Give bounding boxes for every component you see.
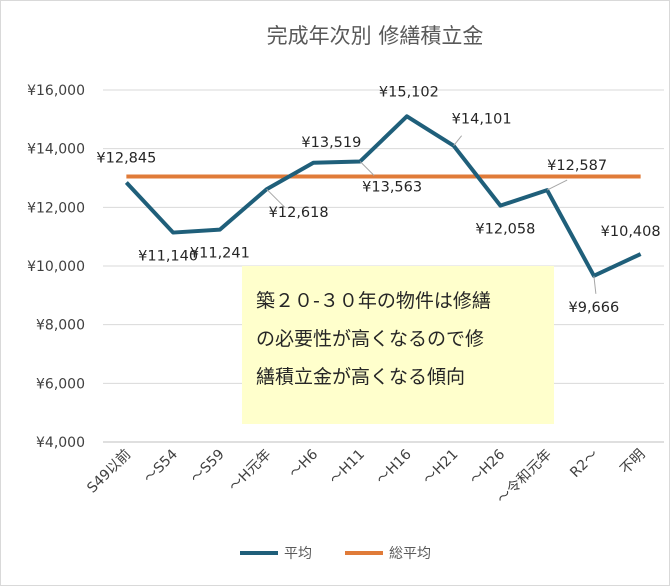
legend-label-average: 平均 <box>284 546 312 562</box>
x-tick-label: ～S54 <box>141 446 181 486</box>
data-label: ¥15,102 <box>379 84 439 100</box>
data-label-leader <box>266 188 285 208</box>
chart-title: 完成年次別 修繕積立金 <box>267 24 484 48</box>
data-label: ¥12,058 <box>475 222 535 238</box>
annotation-box: 築２０-３０年の物件は修繕 の必要性が高くなるので修 繕積立金が高くなる傾向 <box>242 266 554 424</box>
y-tick-label: ¥14,000 <box>27 142 85 158</box>
data-label-leader <box>546 179 568 191</box>
data-label-leader <box>453 135 463 147</box>
legend-label-overall-average: 総平均 <box>389 546 431 562</box>
y-tick-label: ¥4,000 <box>36 435 85 451</box>
x-tick-label: ～H21 <box>420 447 461 488</box>
x-tick-label: ～H元年 <box>226 447 274 495</box>
x-tick-label: ～H16 <box>373 446 414 487</box>
data-label: ¥12,845 <box>96 151 156 167</box>
x-tick-label: R2～ <box>567 447 601 481</box>
y-tick-label: ¥10,000 <box>27 259 85 275</box>
data-label-leader <box>359 161 375 176</box>
data-label: ¥12,587 <box>547 158 607 174</box>
x-tick-label: S49以前 <box>84 446 135 497</box>
data-label: ¥9,666 <box>569 300 620 316</box>
data-label: ¥13,519 <box>301 135 361 151</box>
x-axis-ticks: S49以前 ～S54 ～S59～H元年 ～H6 ～H11 ～H16 ～H21 ～H26～令和元… <box>84 446 649 508</box>
data-label: ¥11,140 <box>138 249 198 265</box>
x-tick-label: 不明 <box>617 447 648 478</box>
x-tick-label: ～H26 <box>467 446 508 487</box>
y-tick-label: ¥16,000 <box>27 83 85 99</box>
data-label: ¥10,408 <box>601 224 661 240</box>
x-tick-label: ～H6 <box>286 446 321 481</box>
legend: 平均 総平均 <box>240 546 431 562</box>
y-axis-ticks: ¥4,000 ¥6,000 ¥8,000 ¥10,000 ¥12,000 ¥14,000 ¥… <box>27 83 85 451</box>
data-label-leader <box>593 275 597 294</box>
annotation-line-3: 繕積立金が高くなる傾向 <box>256 366 466 388</box>
x-tick-label: ～S59 <box>188 447 228 487</box>
data-label: ¥12,618 <box>269 205 329 221</box>
y-tick-label: ¥8,000 <box>36 318 85 334</box>
label-leader-lines <box>266 135 597 294</box>
y-tick-label: ¥12,000 <box>27 200 85 216</box>
series-line-average <box>124 114 642 278</box>
data-labels: ¥12,845 ¥11,140¥11,241 ¥12,618 ¥13,519 ¥13,5… <box>96 84 660 315</box>
y-tick-label: ¥6,000 <box>36 376 85 392</box>
annotation-line-2: の必要性が高くなるので修 <box>256 328 485 350</box>
data-label: ¥11,241 <box>190 246 250 262</box>
series-group <box>124 114 642 278</box>
annotation-line-1: 築２０-３０年の物件は修繕 <box>256 290 491 312</box>
data-label: ¥13,563 <box>362 179 422 195</box>
data-label: ¥14,101 <box>452 112 512 128</box>
x-tick-label: ～H11 <box>327 447 368 488</box>
